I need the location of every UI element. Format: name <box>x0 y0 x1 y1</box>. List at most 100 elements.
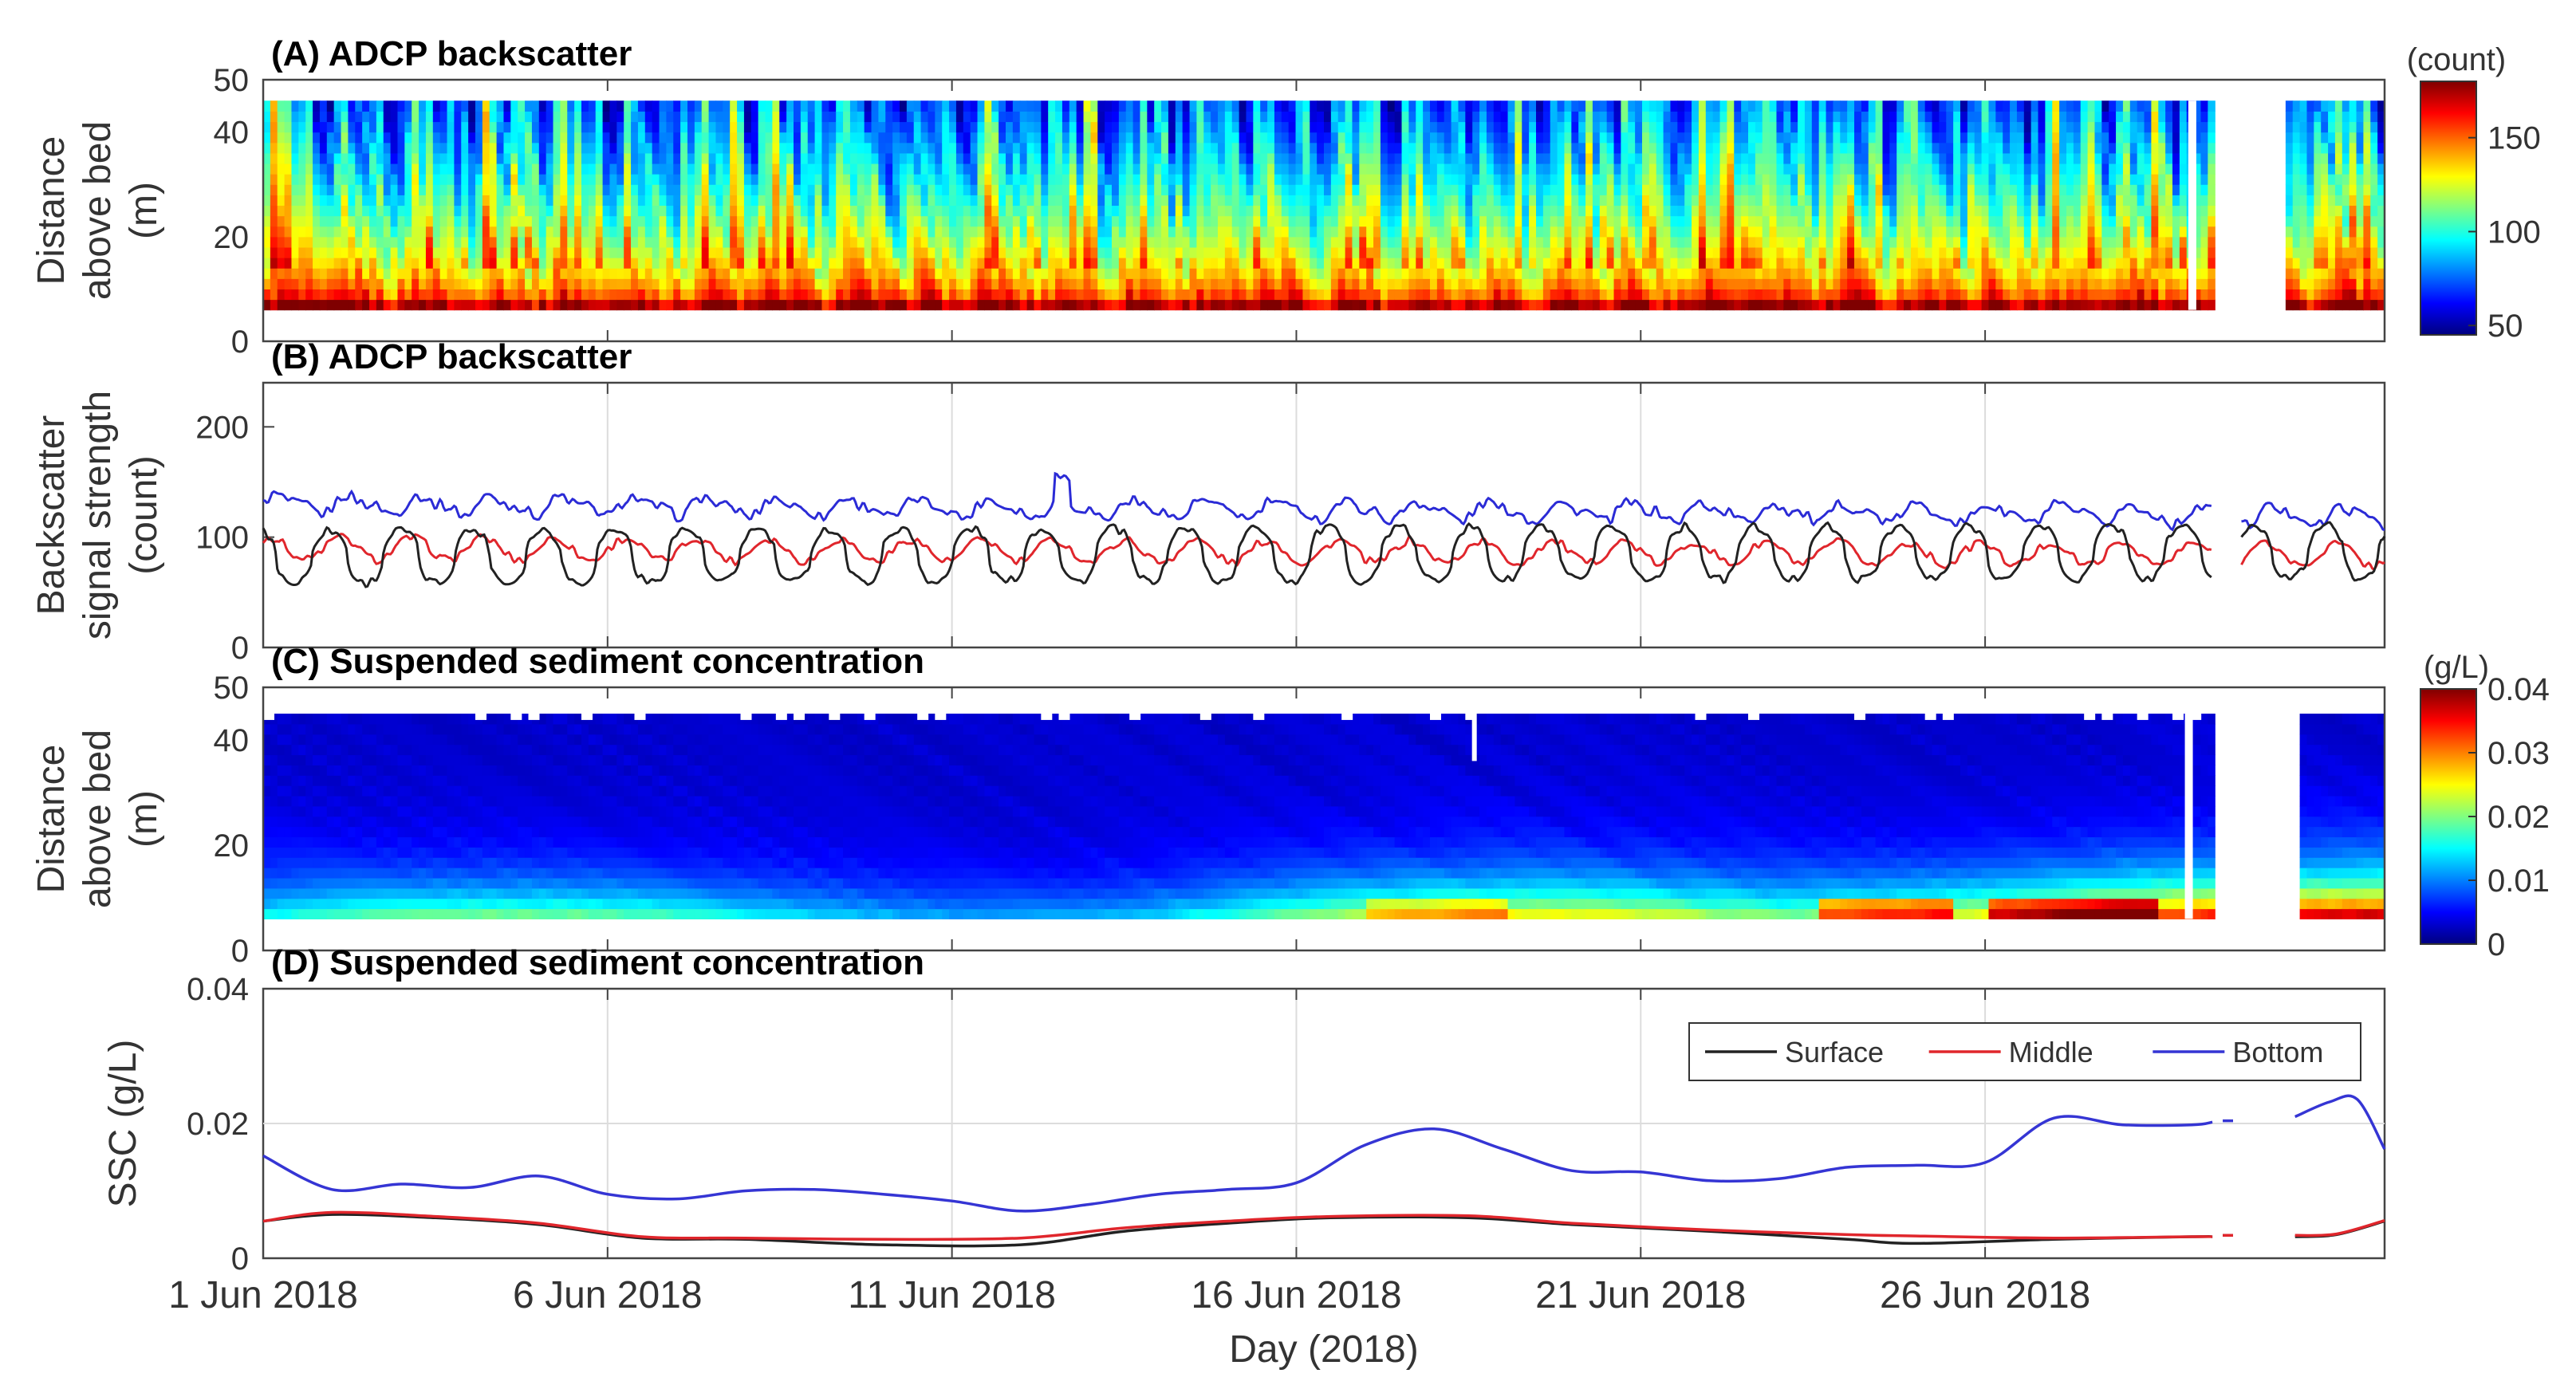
heatmap-cell <box>1394 289 1403 301</box>
heatmap-cell <box>1161 142 1169 154</box>
heatmap-cell <box>1748 152 1756 164</box>
heatmap-cell <box>1776 111 1784 123</box>
heatmap-cell <box>1875 174 1884 185</box>
heatmap-cell <box>1048 205 1056 217</box>
heatmap-cell <box>829 195 837 207</box>
heatmap-cell <box>1097 163 1105 175</box>
heatmap-cell <box>977 278 985 289</box>
heatmap-cell <box>1826 174 1834 185</box>
heatmap-cell <box>461 195 469 207</box>
heatmap-cell <box>673 258 681 269</box>
heatmap-cell <box>567 132 575 144</box>
heatmap-cell <box>432 152 441 164</box>
heatmap-cell <box>284 195 293 207</box>
heatmap-cell <box>1854 246 1862 258</box>
heatmap-cell <box>1727 226 1735 238</box>
heatmap-cell <box>1798 100 1806 112</box>
heatmap-cell <box>454 236 462 248</box>
heatmap-cell <box>1818 174 1827 185</box>
heatmap-cell <box>1218 100 1226 112</box>
heatmap-cell <box>567 142 575 154</box>
heatmap-cell <box>1260 121 1268 133</box>
heatmap-cell <box>1755 111 1763 123</box>
heatmap-cell <box>1069 100 1077 112</box>
heatmap-cell <box>1132 289 1141 301</box>
heatmap-cell <box>1882 142 1890 154</box>
heatmap-cell <box>1542 100 1551 112</box>
heatmap-cell <box>1939 278 1947 289</box>
heatmap-cell <box>1317 163 1325 175</box>
heatmap-cell <box>1684 163 1692 175</box>
heatmap-cell <box>1430 132 1438 144</box>
heatmap-cell <box>955 184 964 195</box>
heatmap-cell <box>1105 246 1113 258</box>
heatmap-cell <box>1748 215 1756 227</box>
heatmap-cell <box>496 236 505 248</box>
heatmap-cell <box>609 163 617 175</box>
heatmap-cell <box>313 289 321 301</box>
heatmap-cell <box>1861 205 1869 217</box>
heatmap-cell <box>1352 100 1360 112</box>
heatmap-cell <box>419 268 427 279</box>
heatmap-cell <box>1507 278 1515 289</box>
heatmap-cell <box>624 132 632 144</box>
heatmap-cell <box>581 299 589 311</box>
heatmap-cell <box>1373 299 1381 311</box>
heatmap-cell <box>2003 258 2011 269</box>
heatmap-cell <box>998 258 1006 269</box>
heatmap-cell <box>970 215 979 227</box>
heatmap-cell <box>1995 226 2003 238</box>
heatmap-cell <box>1154 299 1162 311</box>
heatmap-cell <box>723 268 731 279</box>
heatmap-cell <box>588 111 597 123</box>
heatmap-cell <box>1260 100 1268 112</box>
heatmap-cell <box>1628 268 1636 279</box>
heatmap-cell <box>1734 132 1742 144</box>
heatmap-cell <box>737 121 745 133</box>
heatmap-cell <box>305 142 313 154</box>
heatmap-cell <box>1798 163 1806 175</box>
heatmap-cell <box>1090 152 1098 164</box>
heatmap-cell <box>1034 152 1042 164</box>
heatmap-cell <box>454 299 462 311</box>
heatmap-cell <box>1798 236 1806 248</box>
heatmap-cell <box>637 195 646 207</box>
heatmap-cell <box>313 152 321 164</box>
heatmap-cell <box>518 236 526 248</box>
heatmap-cell <box>1719 289 1727 301</box>
heatmap-cell <box>624 215 632 227</box>
heatmap-cell <box>871 152 879 164</box>
heatmap-cell <box>439 132 448 144</box>
heatmap-cell <box>1585 184 1593 195</box>
heatmap-cell <box>525 152 533 164</box>
heatmap-cell <box>1826 195 1834 207</box>
heatmap-cell <box>1069 163 1077 175</box>
heatmap-cell <box>1012 236 1021 248</box>
heatmap-cell <box>1960 174 1968 185</box>
heatmap-cell <box>1218 184 1226 195</box>
heatmap-cell <box>1288 246 1297 258</box>
heatmap-cell <box>836 174 844 185</box>
heatmap-cell <box>1613 268 1621 279</box>
heatmap-cell <box>1451 163 1459 175</box>
heatmap-cell <box>510 268 518 279</box>
heatmap-cell <box>1189 205 1197 217</box>
heatmap-cell <box>1677 111 1685 123</box>
heatmap-cell <box>383 236 392 248</box>
heatmap-cell <box>1253 289 1261 301</box>
heatmap-cell <box>928 205 935 217</box>
heatmap-cell <box>1705 289 1714 301</box>
heatmap-cell <box>963 268 971 279</box>
heatmap-cell <box>447 111 455 123</box>
heatmap-cell <box>624 174 632 185</box>
heatmap-cell <box>1196 152 1204 164</box>
heatmap-cell <box>1557 299 1566 311</box>
heatmap-cell <box>935 111 943 123</box>
heatmap-cell <box>531 278 540 289</box>
heatmap-cell <box>800 100 809 112</box>
heatmap-cell <box>1387 142 1396 154</box>
heatmap-cell <box>1125 205 1134 217</box>
heatmap-cell <box>390 246 399 258</box>
heatmap-cell <box>1748 299 1756 311</box>
heatmap-cell <box>1239 142 1247 154</box>
